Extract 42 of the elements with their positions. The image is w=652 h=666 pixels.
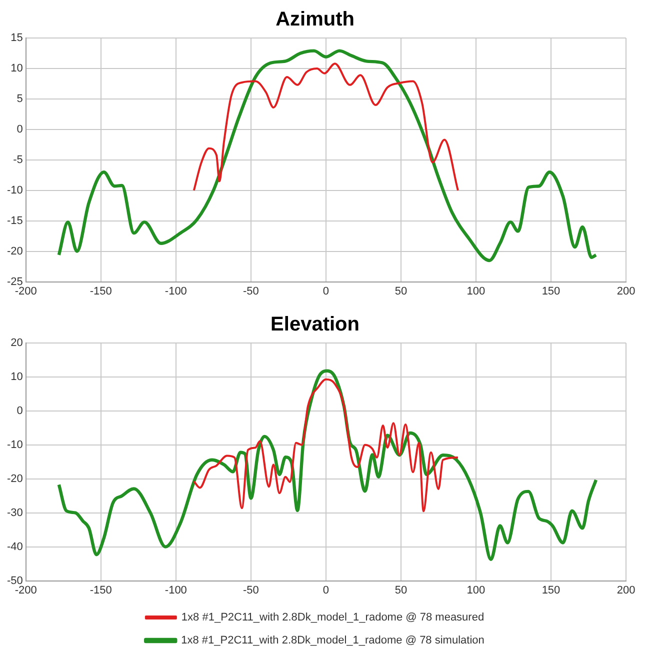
line-series xyxy=(192,378,459,512)
chart-title: Elevation xyxy=(270,314,360,336)
y-tick-label: 5 xyxy=(16,92,23,105)
legend-label: 1x8 #1_P2C11_with 2.8Dk_model_1_radome @ 78 measured xyxy=(181,612,484,624)
x-tick-label: -100 xyxy=(164,285,187,298)
y-tick-label: -10 xyxy=(6,438,23,451)
y-tick-label: 10 xyxy=(10,371,23,384)
x-tick-label: 200 xyxy=(616,285,636,298)
x-tick-label: -150 xyxy=(90,584,112,596)
y-tick-label: -40 xyxy=(6,540,23,553)
x-tick-label: -200 xyxy=(14,285,37,298)
y-tick-label: -15 xyxy=(6,214,23,227)
x-tick-label: 50 xyxy=(394,285,408,298)
y-tick-label: -5 xyxy=(13,154,23,166)
y-tick-label: 15 xyxy=(10,32,23,44)
y-tick-label: -10 xyxy=(6,184,23,196)
x-tick-label: 0 xyxy=(322,584,330,596)
chart-title: Azimuth xyxy=(276,8,354,31)
y-tick-label: 20 xyxy=(10,337,23,350)
line-series xyxy=(57,49,598,262)
x-tick-label: -150 xyxy=(90,285,112,298)
x-tick-label: -200 xyxy=(14,584,37,596)
x-tick-label: 150 xyxy=(542,285,560,298)
line-series xyxy=(192,62,459,192)
x-tick-label: 200 xyxy=(616,584,636,596)
y-tick-label: 10 xyxy=(10,62,23,75)
y-tick-label: -20 xyxy=(6,472,23,485)
x-tick-label: 150 xyxy=(542,584,560,596)
y-tick-label: 0 xyxy=(16,123,23,136)
x-tick-label: -100 xyxy=(164,584,187,596)
y-tick-label: -50 xyxy=(6,574,23,587)
y-tick-label: -25 xyxy=(6,276,23,288)
x-tick-label: 50 xyxy=(394,584,408,596)
x-tick-label: 100 xyxy=(466,285,486,298)
legend-label: 1x8 #1_P2C11_with 2.8Dk_model_1_radome @ 78 simulation xyxy=(181,634,484,647)
y-tick-label: 0 xyxy=(16,404,23,417)
x-tick-label: 0 xyxy=(322,285,330,298)
x-tick-label: -50 xyxy=(242,285,259,298)
y-tick-label: -30 xyxy=(6,506,23,519)
x-tick-label: 100 xyxy=(466,584,486,596)
y-tick-label: -20 xyxy=(6,245,23,258)
x-tick-label: -50 xyxy=(242,584,259,596)
